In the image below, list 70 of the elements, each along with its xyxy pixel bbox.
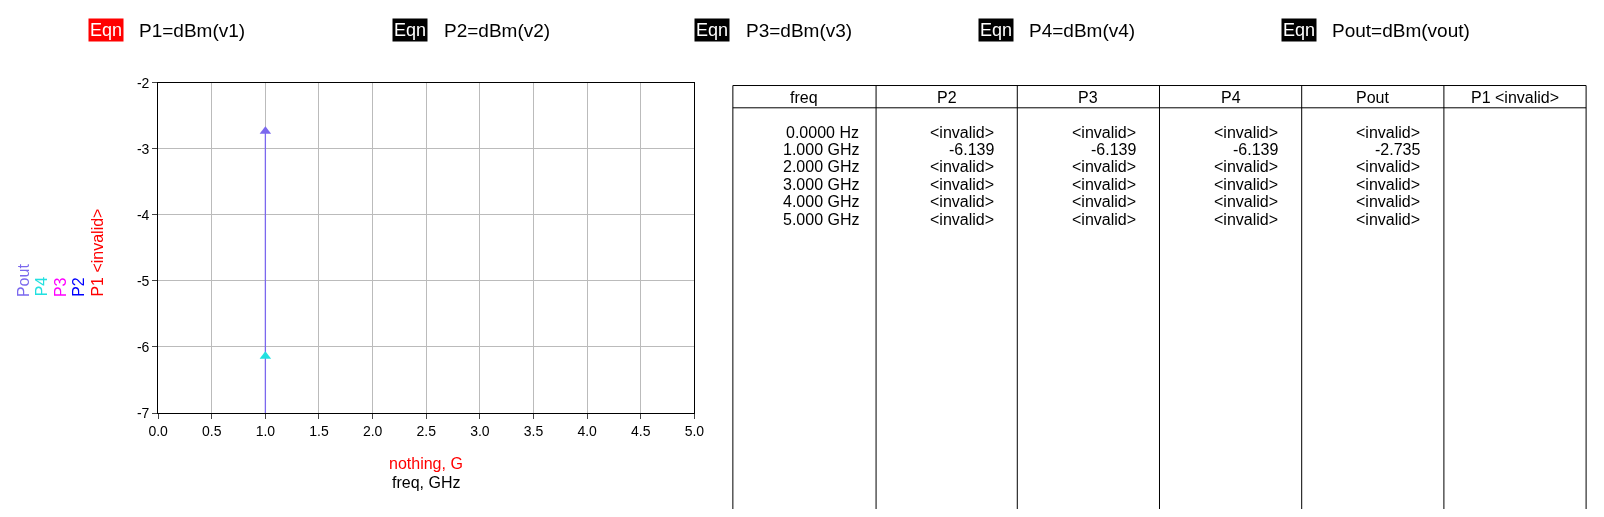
category-label: 3.000 GHz [783, 176, 860, 193]
legend-label: P1 <invalid> [89, 208, 107, 297]
legend-label: P3 [51, 277, 69, 298]
category-label: 4.000 GHz [783, 193, 860, 210]
x-tick-label: 1.0 [255, 422, 276, 439]
text: <invalid> [1356, 158, 1421, 175]
text: <invalid> [930, 158, 995, 175]
category-label: P4 [1221, 89, 1241, 106]
text: P4=dBm(v4) [1029, 20, 1136, 41]
category-label: Eqn [980, 20, 1013, 40]
y-tick-label: -2 [136, 74, 150, 91]
category-label: P2 [937, 89, 957, 106]
text: -6.139 [1233, 141, 1279, 158]
category-label: freq [790, 89, 818, 106]
text: P2=dBm(v2) [444, 20, 551, 41]
text: <invalid> [1356, 211, 1421, 228]
y-tick-label: -5 [136, 272, 150, 289]
text: <invalid> [1072, 211, 1137, 228]
category-label: Eqn [696, 20, 729, 40]
text: <invalid> [1214, 211, 1279, 228]
x-tick-label: 0.0 [148, 422, 169, 439]
category-label: Pout [1356, 89, 1390, 106]
text: <invalid> [1214, 193, 1279, 210]
text: Pout=dBm(vout) [1332, 20, 1470, 41]
x-tick-label: 4.0 [577, 422, 598, 439]
category-label: Eqn [90, 20, 123, 40]
category-label: 5.000 GHz [783, 211, 860, 228]
text: -2.735 [1375, 141, 1421, 158]
x-tick-label: 2.5 [416, 422, 437, 439]
x-tick-label: 5.0 [684, 422, 705, 439]
text: <invalid> [1214, 158, 1279, 175]
text: <invalid> [1356, 176, 1421, 193]
text: <invalid> [930, 124, 995, 141]
text: <invalid> [1072, 158, 1137, 175]
text: <invalid> [1356, 124, 1421, 141]
text: -6.139 [1091, 141, 1137, 158]
text: <invalid> [930, 211, 995, 228]
text: P1=dBm(v1) [139, 20, 246, 41]
text: <invalid> [1214, 176, 1279, 193]
y-tick-label: -4 [136, 206, 150, 223]
x-tick-label: 4.5 [631, 422, 651, 439]
text: <invalid> [1072, 124, 1137, 141]
x-axis-title: freq, GHz [392, 473, 461, 491]
text: -6.139 [949, 141, 995, 158]
text: <invalid> [930, 176, 995, 193]
category-label: P3 [1078, 89, 1098, 106]
y-tick-label: -7 [136, 404, 150, 421]
x-tick-label: 1.5 [309, 422, 329, 439]
x-tick-label: 0.5 [202, 422, 222, 439]
x-tick-label: 3.0 [470, 422, 490, 439]
text: Pout [14, 263, 32, 298]
text: P3=dBm(v3) [746, 20, 853, 41]
y-tick-label: -6 [136, 338, 150, 355]
text: <invalid> [930, 193, 995, 210]
category-label: P1 <invalid> [1471, 89, 1560, 106]
x-tick-label: 2.0 [362, 422, 383, 439]
x-tick-label: 3.5 [523, 422, 544, 439]
category-label: 1.000 GHz [783, 141, 860, 158]
text: <invalid> [1356, 193, 1421, 210]
category-label: 2.000 GHz [783, 158, 860, 175]
text: P4 [32, 276, 50, 297]
text: <invalid> [1072, 176, 1137, 193]
y-tick-label: -3 [136, 140, 150, 157]
text: <invalid> [1214, 124, 1279, 141]
text: <invalid> [1072, 193, 1137, 210]
category-label: Eqn [394, 20, 427, 40]
legend-label: P2 [70, 277, 88, 297]
text: nothing, G [389, 455, 463, 472]
category-label: Eqn [1283, 20, 1316, 40]
category-label: 0.0000 Hz [786, 124, 859, 141]
